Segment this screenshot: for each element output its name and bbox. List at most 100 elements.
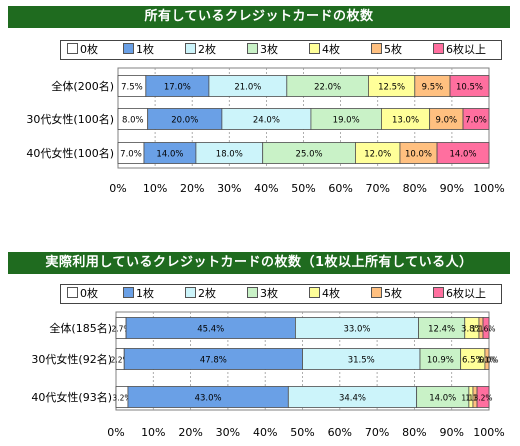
data-label: 1.1%: [461, 394, 480, 403]
bar-segment: [484, 348, 490, 370]
data-label: 12.4%: [428, 325, 455, 335]
data-label: 7.5%: [121, 83, 143, 93]
legend-label: 1枚: [136, 43, 154, 56]
data-label: 3.8%: [461, 325, 483, 335]
legend-swatch-6: [433, 287, 444, 298]
legend-label: 0枚: [80, 43, 98, 56]
data-label: 12.5%: [378, 83, 405, 93]
data-label: 33.0%: [343, 325, 370, 335]
data-label: 21.0%: [234, 83, 261, 93]
x-tick-label: 80%: [402, 426, 426, 439]
x-tick-label: 70%: [365, 182, 389, 195]
legend-swatch-0: [67, 287, 78, 298]
x-tick-label: 90%: [440, 182, 464, 195]
category-label: 40代女性(93名): [31, 390, 112, 404]
data-label: 14.0%: [429, 394, 456, 404]
data-label: 18.0%: [216, 150, 243, 160]
legend-swatch-1: [123, 287, 134, 298]
chart2-plot: 全体(185名) 2.7% 45.4% 33.0% 12.4% 3.8%1.1%1.6%3…: [31, 311, 505, 439]
legend-label: 2枚: [198, 43, 216, 56]
legend-swatch-5: [371, 287, 382, 298]
data-label: 7.0%: [120, 150, 142, 160]
legend-label: 1枚: [136, 287, 154, 300]
bar-segment: [476, 386, 490, 408]
category-label: 全体(200名): [51, 79, 114, 93]
legend-item: 0枚: [67, 43, 98, 57]
legend-item: 3枚: [247, 287, 278, 301]
data-label: 1.6%: [476, 325, 495, 334]
data-label: 7.0%: [465, 116, 487, 126]
data-label: 12.0%: [364, 150, 391, 160]
legend-swatch-4: [309, 287, 320, 298]
data-label: 22.0%: [314, 83, 341, 93]
data-label: 2.2%: [111, 356, 130, 365]
data-label: 14.0%: [450, 150, 477, 160]
legend-swatch-3: [247, 43, 258, 54]
category-label: 30代女性(92名): [31, 352, 112, 366]
legend-item: 5枚: [371, 287, 402, 301]
legend-swatch-0: [67, 43, 78, 54]
legend-label: 0枚: [80, 287, 98, 300]
data-label: 6.5%: [462, 356, 484, 366]
legend-swatch-2: [185, 287, 196, 298]
category-label: 40代女性(100名): [26, 146, 114, 160]
legend-item: 1枚: [123, 43, 154, 57]
legend-label: 2枚: [198, 287, 216, 300]
x-tick-label: 10%: [143, 182, 167, 195]
bar-segment: [436, 142, 490, 164]
legend-label: 5枚: [384, 43, 402, 56]
data-label: 17.0%: [164, 83, 191, 93]
x-tick-label: 0%: [109, 182, 126, 195]
data-label: 1.1%: [477, 356, 496, 365]
x-tick-label: 40%: [254, 182, 278, 195]
x-tick-label: 60%: [328, 182, 352, 195]
data-label: 47.8%: [200, 356, 227, 366]
legend-item: 4枚: [309, 287, 340, 301]
x-tick-label: 30%: [217, 182, 241, 195]
data-label: 43.0%: [195, 394, 222, 404]
legend-label: 6枚以上: [446, 287, 486, 300]
legend-swatch-3: [247, 287, 258, 298]
x-tick-label: 20%: [180, 182, 204, 195]
chart1-legend: 0枚 1枚 2枚 3枚 4枚 5枚 6枚以上: [60, 40, 502, 60]
x-tick-label: 50%: [291, 182, 315, 195]
chart1-plot: 全体(200名) 7.5% 17.0% 21.0% 22.0% 12.5% 9.5% 10.5…: [26, 67, 505, 195]
legend-label: 5枚: [384, 287, 402, 300]
legend-item: 6枚以上: [433, 43, 486, 57]
data-label: 34.4%: [339, 394, 366, 404]
data-label: 19.0%: [333, 116, 360, 126]
data-label: 14.0%: [156, 150, 183, 160]
legend-item: 2枚: [185, 43, 216, 57]
x-tick-label: 50%: [290, 426, 314, 439]
bar-segment: [449, 75, 490, 97]
legend-item: 3枚: [247, 43, 278, 57]
chart2-legend: 0枚 1枚 2枚 3枚 4枚 5枚 6枚以上: [60, 284, 502, 304]
data-label: 25.0%: [296, 150, 323, 160]
legend-label: 4枚: [322, 43, 340, 56]
legend-item: 0枚: [67, 287, 98, 301]
legend-item: 5枚: [371, 43, 402, 57]
data-label: 2.7%: [112, 325, 131, 334]
legend-item: 4枚: [309, 43, 340, 57]
data-label: 1.1%: [471, 325, 490, 334]
x-tick-label: 10%: [141, 426, 165, 439]
data-label: 13.0%: [392, 116, 419, 126]
category-label: 30代女性(100名): [26, 112, 114, 126]
x-tick-label: 30%: [216, 426, 240, 439]
data-label: 3.2%: [112, 394, 131, 403]
legend-item: 2枚: [185, 287, 216, 301]
chart2-title: 実際利用しているクレジットカードの枚数（1枚以上所有している人）: [8, 252, 510, 274]
data-label: 9.5%: [422, 83, 444, 93]
data-label: 10.0%: [405, 150, 432, 160]
x-tick-label: 80%: [403, 182, 427, 195]
category-label: 全体(185名): [49, 321, 112, 335]
data-label: 0.0%: [479, 356, 498, 365]
x-tick-label: 60%: [328, 426, 352, 439]
x-tick-label: 20%: [178, 426, 202, 439]
data-label: 10.5%: [456, 83, 483, 93]
data-label: 1.1%: [465, 394, 484, 403]
legend-swatch-2: [185, 43, 196, 54]
chart1-title: 所有しているクレジットカードの枚数: [8, 6, 510, 28]
bar-segment: [462, 108, 490, 130]
x-tick-label: 0%: [107, 426, 124, 439]
